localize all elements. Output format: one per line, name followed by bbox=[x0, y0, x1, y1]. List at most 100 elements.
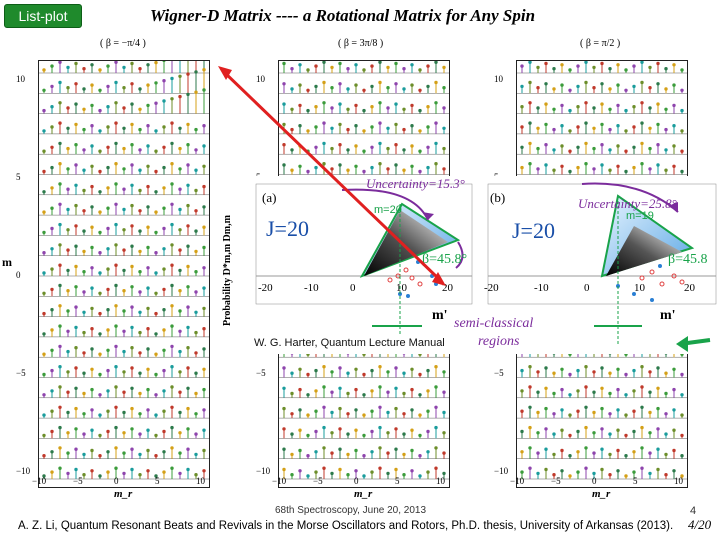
stem-point bbox=[114, 324, 118, 328]
stem-point bbox=[568, 88, 572, 92]
stem-point bbox=[170, 385, 174, 389]
stem-point bbox=[194, 188, 198, 193]
stem-point bbox=[528, 385, 532, 389]
stem-point bbox=[560, 63, 564, 67]
stem-point bbox=[338, 163, 342, 167]
stem-point bbox=[74, 467, 78, 472]
stem-point bbox=[194, 330, 198, 335]
stem-point bbox=[584, 60, 588, 64]
stem-point bbox=[74, 244, 78, 248]
stem-point bbox=[544, 143, 548, 147]
stem-point bbox=[632, 165, 636, 170]
stem-point bbox=[394, 386, 398, 390]
stem-point bbox=[178, 390, 182, 394]
stem-point bbox=[122, 410, 126, 415]
stem-point bbox=[402, 127, 406, 132]
stem-point bbox=[50, 287, 54, 292]
stem-point bbox=[282, 61, 286, 66]
stem-point bbox=[130, 264, 134, 269]
stem-point bbox=[162, 125, 166, 129]
y-axis-label: m bbox=[2, 255, 12, 269]
stem-point bbox=[314, 105, 318, 109]
stem-point bbox=[434, 162, 438, 166]
stem-point bbox=[186, 386, 190, 390]
stem-point bbox=[186, 447, 190, 451]
stem-point bbox=[418, 413, 422, 417]
stem-point bbox=[42, 149, 46, 153]
stem-point bbox=[418, 372, 422, 377]
stem-point bbox=[58, 466, 62, 470]
stem-point bbox=[394, 467, 398, 472]
stem-point bbox=[656, 61, 660, 66]
stem-point bbox=[306, 372, 310, 377]
stem-point bbox=[528, 60, 532, 64]
stem-point bbox=[106, 389, 110, 393]
stem-point bbox=[410, 144, 414, 148]
stem-point bbox=[138, 290, 142, 294]
inset-b-xlabel: m' bbox=[660, 308, 676, 323]
stem-point bbox=[170, 446, 174, 450]
stem-point bbox=[194, 473, 198, 477]
stem-point bbox=[146, 286, 150, 290]
stem-point bbox=[640, 80, 644, 85]
stem-point bbox=[170, 182, 174, 186]
stem-point bbox=[560, 124, 564, 128]
stem-point bbox=[536, 65, 540, 70]
stem-point bbox=[90, 367, 94, 371]
stem-point bbox=[536, 106, 540, 110]
stem-point bbox=[58, 80, 62, 85]
stem-point bbox=[536, 410, 540, 415]
x-tick-label: −10 bbox=[32, 476, 47, 486]
stem-point bbox=[74, 61, 78, 66]
stem-point bbox=[170, 121, 174, 125]
stem-point bbox=[434, 141, 438, 146]
stem-point bbox=[394, 427, 398, 431]
stem-point bbox=[410, 63, 414, 67]
stem-point bbox=[114, 222, 118, 227]
stem-point bbox=[354, 387, 358, 392]
stem-point bbox=[592, 431, 596, 435]
stem-point bbox=[434, 405, 438, 409]
stem-point bbox=[552, 432, 556, 436]
stem-point bbox=[114, 101, 118, 105]
stem-point bbox=[106, 368, 110, 373]
stem-point bbox=[672, 428, 676, 432]
stem-point bbox=[656, 467, 660, 472]
stem-point bbox=[434, 121, 438, 125]
list-plot-badge[interactable]: List-plot bbox=[4, 4, 82, 28]
y-tick-label: 5 bbox=[16, 172, 21, 182]
stem-point bbox=[130, 163, 134, 167]
stem-point bbox=[186, 244, 190, 248]
stem-point bbox=[130, 143, 134, 147]
stem-point bbox=[42, 372, 46, 377]
stem-point bbox=[544, 102, 548, 106]
stem-point bbox=[394, 122, 398, 127]
stem-point bbox=[50, 105, 54, 109]
stem-point bbox=[552, 127, 556, 132]
stem-point bbox=[346, 67, 350, 71]
stem-point bbox=[42, 433, 46, 438]
stem-point bbox=[410, 469, 414, 473]
stem-point bbox=[362, 129, 366, 133]
stem-point bbox=[154, 372, 158, 377]
stem-point bbox=[426, 145, 430, 149]
stem-point bbox=[656, 406, 660, 411]
stem-point bbox=[306, 129, 310, 133]
stem-point bbox=[66, 390, 70, 394]
stem-point bbox=[42, 474, 46, 478]
stem-point bbox=[442, 146, 446, 151]
stem-point bbox=[442, 167, 446, 171]
stem-point bbox=[346, 168, 350, 172]
stem-point bbox=[394, 102, 398, 106]
stem-point bbox=[162, 79, 166, 83]
stem-point bbox=[186, 285, 190, 289]
stem-point bbox=[146, 448, 150, 453]
stem-point bbox=[74, 386, 78, 390]
stem-point bbox=[50, 125, 54, 129]
stem-point bbox=[114, 243, 118, 247]
inset-a-J: J=20 bbox=[266, 216, 309, 241]
stem-point bbox=[544, 406, 548, 411]
stem-point bbox=[290, 412, 294, 416]
stem-point bbox=[90, 184, 94, 189]
stem-point bbox=[672, 144, 676, 148]
